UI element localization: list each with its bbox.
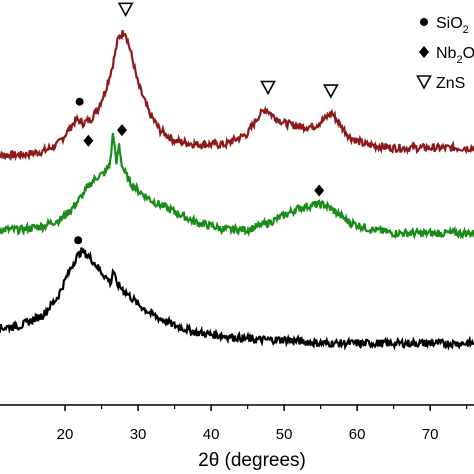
legend-label-2: Nb2O — [436, 45, 474, 66]
series-line-1 — [0, 30, 474, 162]
peak-marker-diamond-5 — [83, 134, 94, 147]
x-tick-label: 30 — [130, 426, 147, 443]
peak-marker-circle-8 — [74, 236, 83, 245]
x-tick-label: 50 — [276, 426, 293, 443]
legend-marker-1 — [420, 18, 428, 26]
legend-marker-3 — [416, 75, 432, 90]
x-axis-label: 2θ (degrees) — [198, 450, 306, 471]
peak-marker-triangle-down-3 — [260, 80, 276, 96]
x-axis-ticks: 20 30 40 50 60 70 — [57, 405, 468, 443]
legend: SiO2 Nb2O ZnS — [416, 15, 474, 92]
legend-label-3: ZnS — [436, 75, 465, 92]
peak-marker-triangle-down-2 — [117, 2, 134, 18]
peak-marker-triangle-down-4 — [323, 84, 339, 99]
series-line-2 — [0, 132, 474, 240]
x-tick-label: 20 — [57, 426, 74, 443]
x-tick-label: 70 — [422, 426, 439, 443]
peak-marker-circle-1 — [75, 97, 84, 106]
peak-marker-diamond-7 — [314, 184, 325, 197]
peak-markers-group — [74, 2, 339, 245]
plot-series-group — [0, 30, 474, 351]
x-tick-label: 40 — [203, 426, 220, 443]
x-tick-label: 60 — [349, 426, 366, 443]
legend-label-1: SiO2 — [436, 15, 469, 36]
series-line-3 — [0, 247, 474, 351]
peak-marker-diamond-6 — [116, 124, 127, 137]
legend-marker-2 — [419, 46, 429, 58]
